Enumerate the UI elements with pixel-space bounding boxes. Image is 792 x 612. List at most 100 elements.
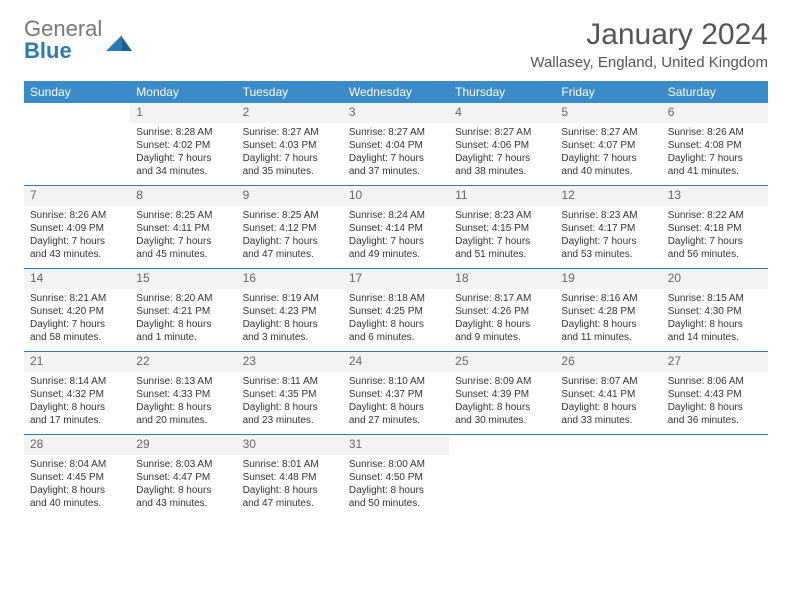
daylight-line1: Daylight: 7 hours bbox=[668, 235, 762, 248]
sunset-text: Sunset: 4:14 PM bbox=[349, 222, 443, 235]
day-cell: 29Sunrise: 8:03 AMSunset: 4:47 PMDayligh… bbox=[130, 435, 236, 517]
daylight-line2: and 47 minutes. bbox=[243, 248, 337, 261]
sunset-text: Sunset: 4:41 PM bbox=[561, 388, 655, 401]
sunrise-text: Sunrise: 8:13 AM bbox=[136, 375, 230, 388]
day-cell: 1Sunrise: 8:28 AMSunset: 4:02 PMDaylight… bbox=[130, 103, 236, 185]
sunset-text: Sunset: 4:45 PM bbox=[30, 471, 124, 484]
day-number: 14 bbox=[24, 269, 130, 289]
sunrise-text: Sunrise: 8:03 AM bbox=[136, 458, 230, 471]
sunset-text: Sunset: 4:11 PM bbox=[136, 222, 230, 235]
day-cell bbox=[24, 103, 130, 185]
day-number: 18 bbox=[449, 269, 555, 289]
day-cell: 15Sunrise: 8:20 AMSunset: 4:21 PMDayligh… bbox=[130, 269, 236, 351]
daylight-line1: Daylight: 7 hours bbox=[136, 235, 230, 248]
daylight-line2: and 35 minutes. bbox=[243, 165, 337, 178]
daylight-line1: Daylight: 7 hours bbox=[561, 235, 655, 248]
day-header-row: Sunday Monday Tuesday Wednesday Thursday… bbox=[24, 81, 768, 103]
header: General Blue January 2024 Wallasey, Engl… bbox=[24, 18, 768, 71]
sunrise-text: Sunrise: 8:15 AM bbox=[668, 292, 762, 305]
sunrise-text: Sunrise: 8:27 AM bbox=[561, 126, 655, 139]
day-cell bbox=[555, 435, 661, 517]
day-number: 15 bbox=[130, 269, 236, 289]
daylight-line1: Daylight: 7 hours bbox=[561, 152, 655, 165]
daylight-line2: and 38 minutes. bbox=[455, 165, 549, 178]
daylight-line2: and 41 minutes. bbox=[668, 165, 762, 178]
day-number: 6 bbox=[662, 103, 768, 123]
daylight-line2: and 20 minutes. bbox=[136, 414, 230, 427]
day-cell: 12Sunrise: 8:23 AMSunset: 4:17 PMDayligh… bbox=[555, 186, 661, 268]
week-row: 1Sunrise: 8:28 AMSunset: 4:02 PMDaylight… bbox=[24, 103, 768, 186]
sunset-text: Sunset: 4:02 PM bbox=[136, 139, 230, 152]
day-header: Wednesday bbox=[343, 81, 449, 103]
day-cell: 20Sunrise: 8:15 AMSunset: 4:30 PMDayligh… bbox=[662, 269, 768, 351]
daylight-line2: and 50 minutes. bbox=[349, 497, 443, 510]
day-cell: 13Sunrise: 8:22 AMSunset: 4:18 PMDayligh… bbox=[662, 186, 768, 268]
day-header: Monday bbox=[130, 81, 236, 103]
day-cell: 26Sunrise: 8:07 AMSunset: 4:41 PMDayligh… bbox=[555, 352, 661, 434]
sunset-text: Sunset: 4:18 PM bbox=[668, 222, 762, 235]
sunrise-text: Sunrise: 8:25 AM bbox=[243, 209, 337, 222]
sunrise-text: Sunrise: 8:22 AM bbox=[668, 209, 762, 222]
sunset-text: Sunset: 4:07 PM bbox=[561, 139, 655, 152]
sunset-text: Sunset: 4:04 PM bbox=[349, 139, 443, 152]
sunrise-text: Sunrise: 8:23 AM bbox=[455, 209, 549, 222]
daylight-line2: and 27 minutes. bbox=[349, 414, 443, 427]
daylight-line2: and 6 minutes. bbox=[349, 331, 443, 344]
day-cell: 21Sunrise: 8:14 AMSunset: 4:32 PMDayligh… bbox=[24, 352, 130, 434]
sunrise-text: Sunrise: 8:19 AM bbox=[243, 292, 337, 305]
day-cell: 22Sunrise: 8:13 AMSunset: 4:33 PMDayligh… bbox=[130, 352, 236, 434]
day-header: Friday bbox=[555, 81, 661, 103]
day-number: 3 bbox=[343, 103, 449, 123]
sunrise-text: Sunrise: 8:01 AM bbox=[243, 458, 337, 471]
sunset-text: Sunset: 4:06 PM bbox=[455, 139, 549, 152]
sunset-text: Sunset: 4:37 PM bbox=[349, 388, 443, 401]
daylight-line2: and 34 minutes. bbox=[136, 165, 230, 178]
sunrise-text: Sunrise: 8:26 AM bbox=[668, 126, 762, 139]
day-number: 31 bbox=[343, 435, 449, 455]
daylight-line2: and 53 minutes. bbox=[561, 248, 655, 261]
daylight-line1: Daylight: 7 hours bbox=[455, 235, 549, 248]
day-cell: 8Sunrise: 8:25 AMSunset: 4:11 PMDaylight… bbox=[130, 186, 236, 268]
daylight-line2: and 17 minutes. bbox=[30, 414, 124, 427]
sunset-text: Sunset: 4:30 PM bbox=[668, 305, 762, 318]
daylight-line1: Daylight: 8 hours bbox=[243, 318, 337, 331]
sunrise-text: Sunrise: 8:23 AM bbox=[561, 209, 655, 222]
day-number: 22 bbox=[130, 352, 236, 372]
day-number: 12 bbox=[555, 186, 661, 206]
sunset-text: Sunset: 4:08 PM bbox=[668, 139, 762, 152]
daylight-line2: and 37 minutes. bbox=[349, 165, 443, 178]
sunset-text: Sunset: 4:47 PM bbox=[136, 471, 230, 484]
month-title: January 2024 bbox=[530, 18, 768, 52]
daylight-line1: Daylight: 7 hours bbox=[455, 152, 549, 165]
day-cell: 10Sunrise: 8:24 AMSunset: 4:14 PMDayligh… bbox=[343, 186, 449, 268]
day-cell: 31Sunrise: 8:00 AMSunset: 4:50 PMDayligh… bbox=[343, 435, 449, 517]
sunset-text: Sunset: 4:33 PM bbox=[136, 388, 230, 401]
sunrise-text: Sunrise: 8:00 AM bbox=[349, 458, 443, 471]
week-row: 14Sunrise: 8:21 AMSunset: 4:20 PMDayligh… bbox=[24, 269, 768, 352]
sunrise-text: Sunrise: 8:06 AM bbox=[668, 375, 762, 388]
day-cell: 23Sunrise: 8:11 AMSunset: 4:35 PMDayligh… bbox=[237, 352, 343, 434]
sunset-text: Sunset: 4:35 PM bbox=[243, 388, 337, 401]
day-number: 30 bbox=[237, 435, 343, 455]
day-number: 4 bbox=[449, 103, 555, 123]
daylight-line1: Daylight: 8 hours bbox=[561, 318, 655, 331]
sunrise-text: Sunrise: 8:27 AM bbox=[243, 126, 337, 139]
daylight-line2: and 3 minutes. bbox=[243, 331, 337, 344]
day-number: 16 bbox=[237, 269, 343, 289]
sunrise-text: Sunrise: 8:07 AM bbox=[561, 375, 655, 388]
day-cell: 24Sunrise: 8:10 AMSunset: 4:37 PMDayligh… bbox=[343, 352, 449, 434]
day-number: 27 bbox=[662, 352, 768, 372]
sunrise-text: Sunrise: 8:28 AM bbox=[136, 126, 230, 139]
day-cell: 2Sunrise: 8:27 AMSunset: 4:03 PMDaylight… bbox=[237, 103, 343, 185]
day-cell: 7Sunrise: 8:26 AMSunset: 4:09 PMDaylight… bbox=[24, 186, 130, 268]
day-number: 17 bbox=[343, 269, 449, 289]
daylight-line1: Daylight: 7 hours bbox=[30, 318, 124, 331]
daylight-line2: and 56 minutes. bbox=[668, 248, 762, 261]
daylight-line1: Daylight: 8 hours bbox=[455, 401, 549, 414]
daylight-line1: Daylight: 8 hours bbox=[136, 484, 230, 497]
day-cell: 18Sunrise: 8:17 AMSunset: 4:26 PMDayligh… bbox=[449, 269, 555, 351]
sunrise-text: Sunrise: 8:26 AM bbox=[30, 209, 124, 222]
daylight-line2: and 47 minutes. bbox=[243, 497, 337, 510]
day-number: 25 bbox=[449, 352, 555, 372]
daylight-line2: and 45 minutes. bbox=[136, 248, 230, 261]
